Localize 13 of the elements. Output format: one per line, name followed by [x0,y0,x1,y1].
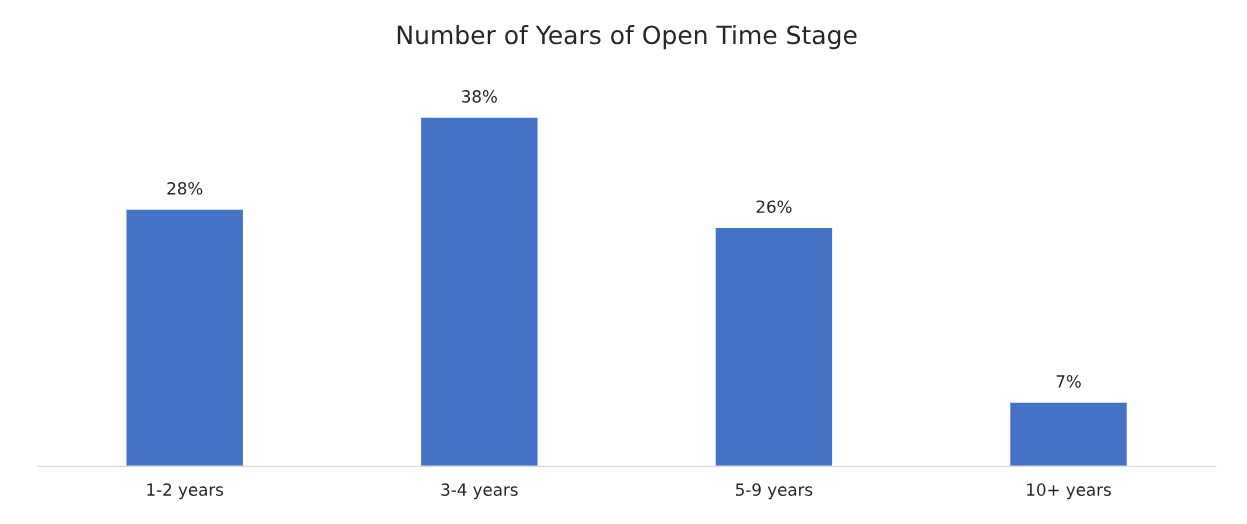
x-tick-label: 10+ years [1027,483,1111,500]
data-label: 26% [756,200,792,213]
bar [714,226,834,467]
bar [1008,401,1129,467]
x-tick-label: 3-4 years [441,483,518,500]
bar [419,116,539,467]
bar [125,208,245,467]
x-tick-label: 1-2 years [147,483,224,500]
data-label: 7% [1056,375,1081,388]
data-label: 28% [167,182,203,195]
chart-title: Number of Years of Open Time Stage [397,25,857,50]
data-label: 38% [462,90,497,103]
x-tick-label: 5-9 years [736,483,813,500]
